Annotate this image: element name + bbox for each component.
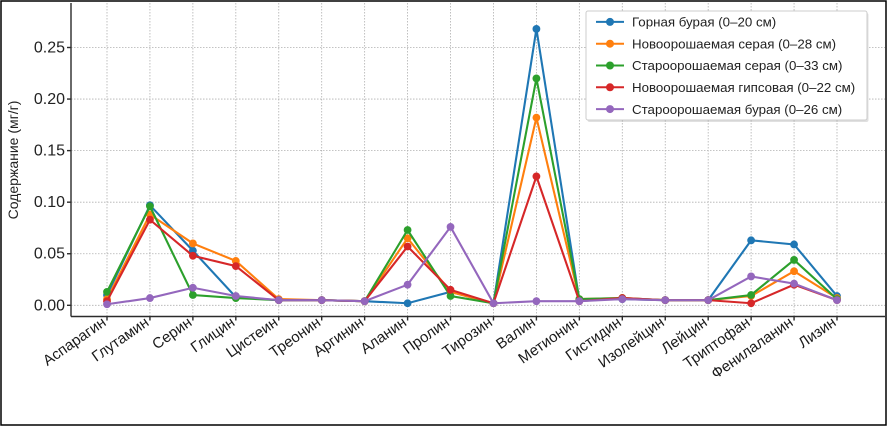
svg-text:Новоорошаемая гипсовая (0–22 с: Новоорошаемая гипсовая (0–22 см) xyxy=(632,80,855,95)
svg-text:0.10: 0.10 xyxy=(34,194,65,211)
svg-text:Староорошаемая серая (0–33 см): Староорошаемая серая (0–33 см) xyxy=(632,58,842,73)
svg-text:Новоорошаемая серая (0–28 см): Новоорошаемая серая (0–28 см) xyxy=(632,36,836,51)
svg-text:0.25: 0.25 xyxy=(34,40,65,57)
svg-text:0.20: 0.20 xyxy=(34,91,65,108)
svg-text:0.05: 0.05 xyxy=(34,246,65,263)
svg-text:0.15: 0.15 xyxy=(34,143,65,160)
svg-text:0.00: 0.00 xyxy=(34,297,65,314)
svg-text:Староорошаемая бурая (0–26 см): Староорошаемая бурая (0–26 см) xyxy=(632,102,842,117)
svg-text:Содержание (мг/г): Содержание (мг/г) xyxy=(5,101,21,220)
svg-text:Горная бурая (0–20 см): Горная бурая (0–20 см) xyxy=(632,15,776,30)
